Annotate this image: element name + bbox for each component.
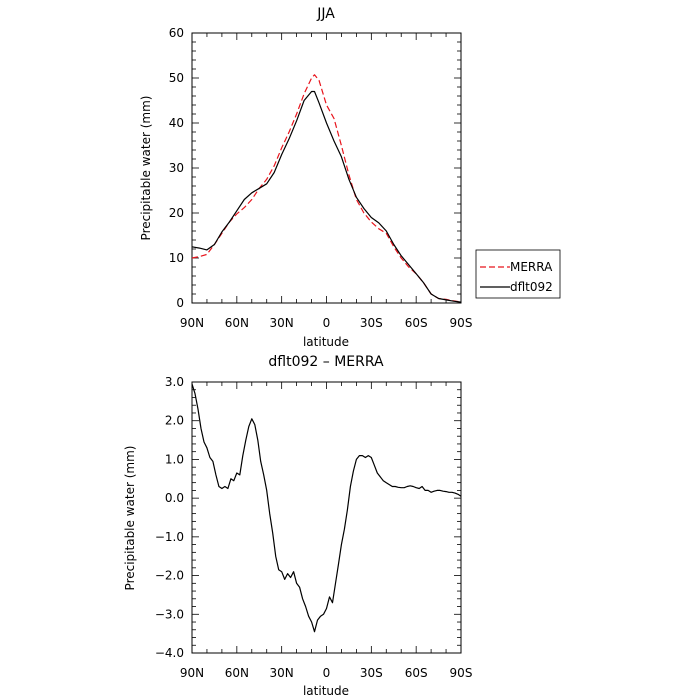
x-tick-label: 30N xyxy=(270,316,294,330)
chart-top-xlabel: latitude xyxy=(303,335,349,349)
legend-label-merra: MERRA xyxy=(510,260,553,274)
y-tick-label: 60 xyxy=(169,26,184,40)
x-tick-label: 90S xyxy=(450,316,473,330)
chart-bottom: dflt092 – MERRA Precipitable water (mm) … xyxy=(123,354,472,698)
x-tick-label: 60S xyxy=(405,666,428,680)
x-tick-label: 0 xyxy=(323,666,331,680)
x-tick-label: 0 xyxy=(323,316,331,330)
plot-frame-top xyxy=(191,32,462,304)
chart-top: JJA Precipitable water (mm) latitude 90N… xyxy=(139,6,472,349)
plot-frame-bottom xyxy=(191,381,462,654)
y-tick-label: −1.0 xyxy=(155,530,184,544)
x-tick-label: 90S xyxy=(450,666,473,680)
y-tick-label: 50 xyxy=(169,71,184,85)
y-tick-label: −2.0 xyxy=(155,569,184,583)
series-line-bottom-difference xyxy=(191,383,462,633)
legend-box xyxy=(475,249,561,299)
y-tick-label: 0.0 xyxy=(165,491,184,505)
chart-top-ylabel: Precipitable water (mm) xyxy=(139,96,153,241)
x-tick-label: 60N xyxy=(225,316,249,330)
x-tick-label: 90N xyxy=(180,666,204,680)
chart-bottom-ylabel: Precipitable water (mm) xyxy=(123,446,137,591)
chart-top-title: JJA xyxy=(316,6,335,22)
y-tick-label: 40 xyxy=(169,116,184,130)
x-tick-label: 30S xyxy=(360,666,383,680)
chart-bottom-xlabel: latitude xyxy=(303,684,349,698)
y-tick-label: 2.0 xyxy=(165,414,184,428)
y-tick-label: −3.0 xyxy=(155,607,184,621)
legend-label-dflt092: dflt092 xyxy=(510,280,553,294)
series-line-top-merra xyxy=(191,74,462,303)
x-tick-label: 60N xyxy=(225,666,249,680)
y-tick-label: 1.0 xyxy=(165,452,184,466)
y-tick-label: −4.0 xyxy=(155,646,184,660)
chart-bottom-title: dflt092 – MERRA xyxy=(268,354,384,370)
x-tick-label: 90N xyxy=(180,316,204,330)
y-tick-label: 20 xyxy=(169,206,184,220)
y-tick-label: 0 xyxy=(176,296,184,310)
x-tick-label: 30N xyxy=(270,666,294,680)
x-tick-label: 60S xyxy=(405,316,428,330)
y-tick-label: 30 xyxy=(169,161,184,175)
y-tick-label: 10 xyxy=(169,251,184,265)
y-tick-label: 3.0 xyxy=(165,375,184,389)
series-line-top-dflt092 xyxy=(191,90,462,303)
x-tick-label: 30S xyxy=(360,316,383,330)
legend: MERRA dflt092 xyxy=(475,249,561,299)
